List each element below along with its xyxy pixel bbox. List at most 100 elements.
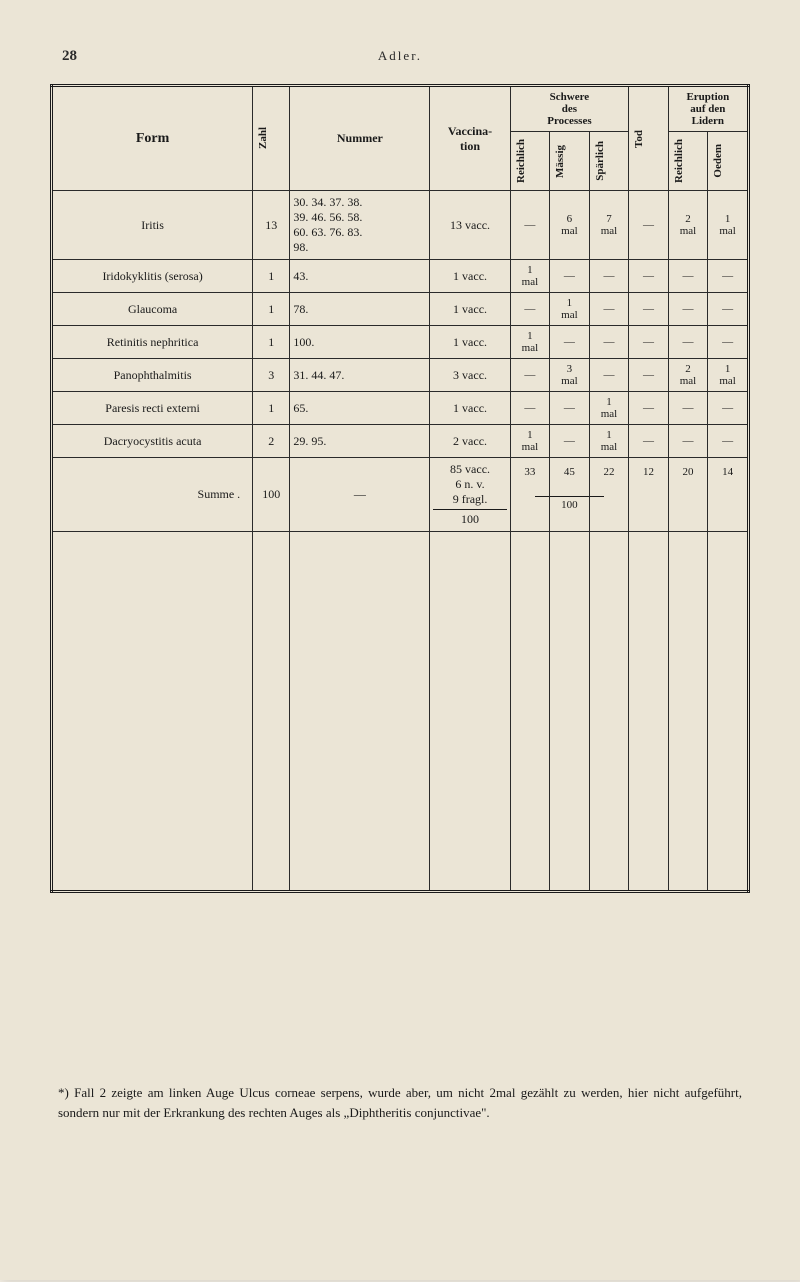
table-cell: — xyxy=(629,359,669,392)
empty-cell xyxy=(430,532,510,892)
table-cell: — xyxy=(589,326,629,359)
table-cell: 1 xyxy=(253,260,290,293)
th-reichlich: Reichlich xyxy=(510,132,550,191)
empty-cell xyxy=(550,532,590,892)
author-header: Adler. xyxy=(50,48,750,64)
table-cell: 1 xyxy=(253,293,290,326)
page-number: 28 xyxy=(62,48,77,65)
empty-cell xyxy=(589,532,629,892)
table-cell: 1 vacc. xyxy=(430,260,510,293)
table-cell: 1 mal xyxy=(510,425,550,458)
table-cell: 3 vacc. xyxy=(430,359,510,392)
table-cell: 2 vacc. xyxy=(430,425,510,458)
th-nummer: Nummer xyxy=(290,86,430,191)
table-cell: 7 mal xyxy=(589,191,629,260)
th-reichlich-label: Reichlich xyxy=(514,136,528,186)
summe-cell: 14 xyxy=(708,458,749,532)
th-sparlich-label: Spärlich xyxy=(593,138,607,184)
table-cell: 1 mal xyxy=(589,392,629,425)
th-oedem-label: Oedem xyxy=(711,141,725,181)
table-cell: 1 mal xyxy=(708,359,749,392)
th-oedem: Oedem xyxy=(708,132,749,191)
th-massig: Mässig xyxy=(550,132,590,191)
table-cell: — xyxy=(708,392,749,425)
summe-cell: 45100 xyxy=(550,458,590,532)
table-cell: 1 xyxy=(253,392,290,425)
table-row: Dacryocystitis acuta229. 95.2 vacc.1 mal… xyxy=(52,425,749,458)
table-cell: — xyxy=(550,392,590,425)
table-cell: 30. 34. 37. 38. 39. 46. 56. 58. 60. 63. … xyxy=(290,191,430,260)
summe-nummer: — xyxy=(290,458,430,532)
table-cell: 1 vacc. xyxy=(430,293,510,326)
table-cell: 2 xyxy=(253,425,290,458)
summe-zahl: 100 xyxy=(253,458,290,532)
table-cell: — xyxy=(510,359,550,392)
table-cell: 1 mal xyxy=(510,260,550,293)
table-cell: — xyxy=(589,260,629,293)
empty-cell xyxy=(708,532,749,892)
th-massig-label: Mässig xyxy=(553,142,567,181)
th-form: Form xyxy=(52,86,253,191)
summe-cell: 33 xyxy=(510,458,550,532)
table-cell: 100. xyxy=(290,326,430,359)
table-cell: Paresis recti externi xyxy=(52,392,253,425)
table-cell: 78. xyxy=(290,293,430,326)
table-cell: — xyxy=(668,425,708,458)
table-cell: 13 xyxy=(253,191,290,260)
summe-cell: 22 xyxy=(589,458,629,532)
table-cell: Iridokyklitis (serosa) xyxy=(52,260,253,293)
table-cell: — xyxy=(708,425,749,458)
th-reichlich2-label: Reichlich xyxy=(672,136,686,186)
table-cell: 31. 44. 47. xyxy=(290,359,430,392)
table-cell: — xyxy=(668,392,708,425)
table-cell: — xyxy=(510,392,550,425)
table-cell: 1 xyxy=(253,326,290,359)
empty-cell xyxy=(253,532,290,892)
table-cell: — xyxy=(668,260,708,293)
table-cell: 13 vacc. xyxy=(430,191,510,260)
table-cell: 3 xyxy=(253,359,290,392)
footnote: *) Fall 2 zeigte am linken Auge Ulcus co… xyxy=(50,1083,750,1122)
table-cell: — xyxy=(629,191,669,260)
table-cell: — xyxy=(668,293,708,326)
table-cell: Retinitis nephritica xyxy=(52,326,253,359)
table-cell: 3 mal xyxy=(550,359,590,392)
table-cell: 1 mal xyxy=(510,326,550,359)
table-row: Retinitis nephritica1100.1 vacc.1 mal———… xyxy=(52,326,749,359)
table-cell: 1 vacc. xyxy=(430,326,510,359)
empty-space-row xyxy=(52,532,749,892)
empty-cell xyxy=(510,532,550,892)
data-table: Form Zahl Nummer Vaccina- tion Schwere d… xyxy=(50,84,750,893)
table-cell: — xyxy=(629,425,669,458)
th-zahl-label: Zahl xyxy=(256,124,270,152)
table-cell: — xyxy=(708,326,749,359)
table-cell: 43. xyxy=(290,260,430,293)
table-cell: — xyxy=(708,293,749,326)
table-cell: — xyxy=(629,392,669,425)
table-cell: — xyxy=(708,260,749,293)
table-cell: — xyxy=(550,425,590,458)
table-cell: 1 mal xyxy=(589,425,629,458)
summe-label: Summe . xyxy=(52,458,253,532)
table-cell: 1 mal xyxy=(550,293,590,326)
th-sparlich: Spärlich xyxy=(589,132,629,191)
table-cell: 2 mal xyxy=(668,191,708,260)
th-vaccination: Vaccina- tion xyxy=(430,86,510,191)
table-cell: — xyxy=(550,326,590,359)
table-cell: Glaucoma xyxy=(52,293,253,326)
table-cell: 2 mal xyxy=(668,359,708,392)
table-cell: — xyxy=(550,260,590,293)
table-row: Iridokyklitis (serosa)143.1 vacc.1 mal——… xyxy=(52,260,749,293)
table-cell: 65. xyxy=(290,392,430,425)
table-row: Paresis recti externi165.1 vacc.——1 mal—… xyxy=(52,392,749,425)
table-cell: — xyxy=(589,293,629,326)
empty-cell xyxy=(290,532,430,892)
table-cell: 6 mal xyxy=(550,191,590,260)
table-cell: — xyxy=(589,359,629,392)
th-eruption: Eruption auf den Lidern xyxy=(668,86,748,132)
summe-cell: 12 xyxy=(629,458,669,532)
table-cell: — xyxy=(668,326,708,359)
th-reichlich2: Reichlich xyxy=(668,132,708,191)
table-cell: Panophthalmitis xyxy=(52,359,253,392)
summe-cell: 20 xyxy=(668,458,708,532)
